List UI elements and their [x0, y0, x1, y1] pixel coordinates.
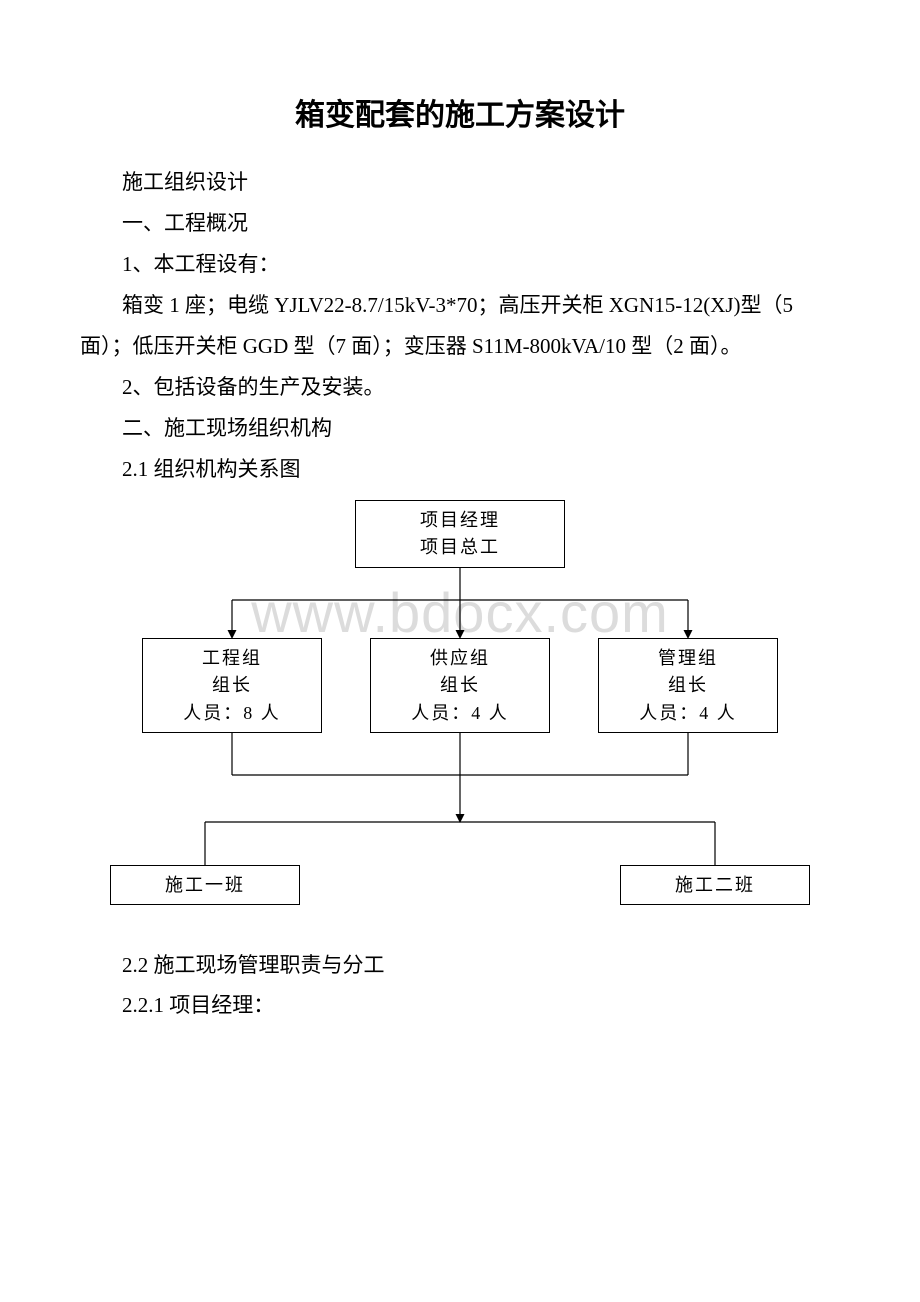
para-7: 2.1 组织机构关系图	[80, 449, 840, 490]
node-line: 项目经理	[356, 507, 564, 535]
node-project-manager: 项目经理 项目总工	[355, 500, 565, 568]
node-line: 项目总工	[356, 534, 564, 562]
node-line: 施工二班	[621, 872, 809, 900]
para-2: 一、工程概况	[80, 203, 840, 244]
node-team-1: 施工一班	[110, 865, 300, 905]
node-line: 施工一班	[111, 872, 299, 900]
node-line: 人员：4 人	[371, 700, 549, 728]
page-title: 箱变配套的施工方案设计	[80, 90, 840, 134]
node-line: 工程组	[143, 645, 321, 673]
node-line: 组长	[371, 672, 549, 700]
para-6: 二、施工现场组织机构	[80, 408, 840, 449]
node-line: 组长	[143, 672, 321, 700]
para-5: 2、包括设备的生产及安装。	[80, 367, 840, 408]
node-supply-group: 供应组 组长 人员：4 人	[370, 638, 550, 733]
node-line: 组长	[599, 672, 777, 700]
document-content: 箱变配套的施工方案设计 施工组织设计 一、工程概况 1、本工程设有： 箱变 1 …	[80, 90, 840, 1026]
para-1: 施工组织设计	[80, 162, 840, 203]
para-3: 1、本工程设有：	[80, 244, 840, 285]
node-team-2: 施工二班	[620, 865, 810, 905]
node-engineering-group: 工程组 组长 人员：8 人	[142, 638, 322, 733]
node-line: 人员：8 人	[143, 700, 321, 728]
node-line: 管理组	[599, 645, 777, 673]
para-8: 2.2 施工现场管理职责与分工	[80, 945, 840, 986]
org-chart: 项目经理 项目总工 工程组 组长 人员：8 人 供应组 组长 人员：4 人 管理…	[80, 500, 840, 920]
node-line: 供应组	[371, 645, 549, 673]
para-9: 2.2.1 项目经理：	[80, 985, 840, 1026]
para-4: 箱变 1 座；电缆 YJLV22-8.7/15kV-3*70；高压开关柜 XGN…	[80, 285, 840, 367]
node-management-group: 管理组 组长 人员：4 人	[598, 638, 778, 733]
node-line: 人员：4 人	[599, 700, 777, 728]
